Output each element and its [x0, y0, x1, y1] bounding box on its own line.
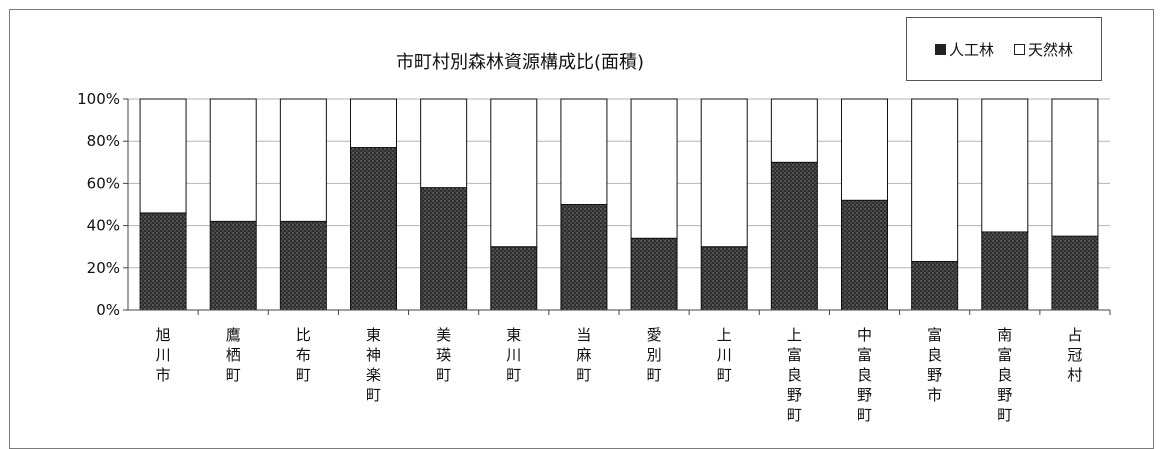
x-category-label: 鷹栖町 [226, 326, 241, 384]
bar-artificial [700, 246, 748, 311]
bar-natural [981, 98, 1029, 233]
bar-natural [560, 98, 608, 205]
bar-natural [350, 98, 397, 149]
y-tick-label: 40% [87, 217, 120, 235]
legend-label-natural: 天然林 [1028, 40, 1074, 59]
bar-artificial [350, 147, 397, 311]
grid-lines [128, 98, 1110, 269]
bar-artificial [630, 237, 678, 311]
x-category-label: 愛別町 [647, 326, 662, 384]
legend-item-natural: 天然林 [1014, 39, 1073, 60]
bar-artificial [490, 246, 538, 311]
x-category-label: 旭川市 [156, 326, 171, 384]
bar-artificial [770, 161, 818, 311]
x-category-label: 上川町 [717, 326, 732, 384]
legend-swatch-natural-icon [1014, 43, 1025, 55]
y-tick-label: 80% [87, 132, 120, 150]
bar-natural [139, 98, 187, 214]
x-category-label: 富良野市 [927, 326, 942, 404]
axes [123, 98, 1111, 315]
bar-artificial [841, 199, 888, 311]
bar-artificial [279, 220, 327, 311]
labels: 0% 20% 40% 60% 80% 100% 旭川市 鷹栖町 比布町 東神楽町 美瑛町 東川町 当麻町… [77, 90, 1082, 424]
bar-natural [630, 98, 678, 239]
bar-natural [700, 98, 748, 248]
chart-title: 市町村別森林資源構成比(面積) [396, 52, 644, 73]
x-category-label: 上富良野町 [787, 326, 802, 424]
y-tick-label: 100% [77, 90, 120, 108]
bar-artificial [209, 220, 257, 311]
legend-item-artificial: 人工林 [934, 39, 994, 60]
bar-artificial [981, 231, 1029, 311]
legend-label-artificial: 人工林 [948, 40, 994, 59]
bar-natural [490, 98, 538, 248]
legend-swatch-artificial-icon [934, 43, 946, 55]
chart-plot: 市町村別森林資源構成比(面積) 0% 20% 40% 60% 80% 100% 旭川市 鷹栖町… [77, 52, 1111, 424]
bar-natural [911, 98, 959, 262]
bar-artificial [1051, 235, 1099, 311]
x-category-label: 東神楽町 [366, 326, 381, 404]
bar-natural [209, 98, 257, 222]
x-category-label: 南富良野町 [997, 326, 1012, 424]
y-tick-label: 0% [96, 301, 120, 319]
bar-artificial [420, 187, 468, 311]
x-category-label: 占冠村 [1067, 326, 1082, 384]
bar-natural [841, 98, 888, 201]
bar-natural [1051, 98, 1099, 237]
bar-natural [420, 98, 468, 189]
bar-artificial [139, 212, 187, 311]
x-category-label: 美瑛町 [436, 326, 451, 384]
x-category-label: 東川町 [506, 326, 521, 384]
y-tick-label: 60% [87, 174, 120, 192]
bar-artificial [560, 204, 608, 311]
y-tick-label: 20% [87, 259, 120, 277]
x-category-label: 当麻町 [576, 326, 591, 384]
x-category-label: 中富良野町 [857, 326, 872, 424]
bar-natural [279, 98, 327, 222]
bar-natural [770, 98, 818, 163]
bar-artificial [911, 260, 959, 311]
legend: 人工林 天然林 [906, 17, 1102, 81]
bars [139, 98, 1099, 311]
x-category-label: 比布町 [296, 326, 311, 384]
